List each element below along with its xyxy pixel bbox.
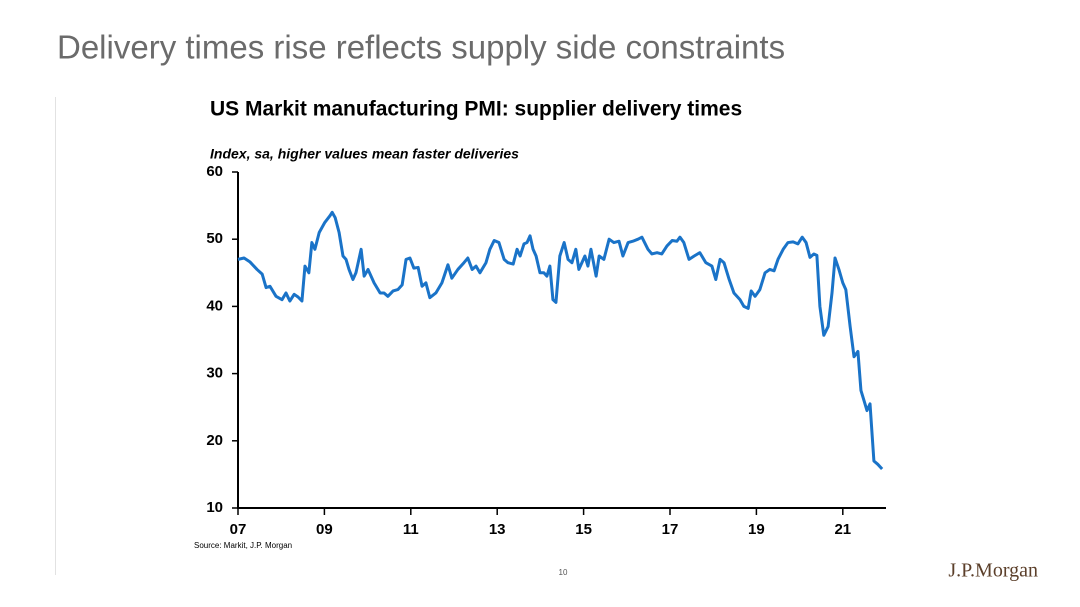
x-tick-label: 09 xyxy=(316,521,333,538)
y-tick-label: 10 xyxy=(206,499,223,516)
x-tick-label: 15 xyxy=(575,521,592,538)
x-tick-label: 11 xyxy=(403,521,419,538)
page-number: 10 xyxy=(559,568,568,577)
chart-subtitle: Index, sa, higher values mean faster del… xyxy=(210,146,519,162)
x-tick-label: 21 xyxy=(834,521,851,538)
x-tick-label: 19 xyxy=(748,521,765,538)
x-tick-label: 07 xyxy=(230,521,247,538)
data-line xyxy=(237,210,884,471)
y-tick-label: 60 xyxy=(206,163,223,180)
y-tick-label: 50 xyxy=(206,230,223,247)
y-tick-label: 40 xyxy=(206,297,223,314)
y-tick-label: 30 xyxy=(206,365,223,382)
logo: J.P.Morgan xyxy=(948,560,1038,582)
chart-title: US Markit manufacturing PMI: supplier de… xyxy=(210,98,742,121)
x-tick-label: 13 xyxy=(489,521,506,538)
y-tick-label: 20 xyxy=(206,432,223,449)
slide-title: Delivery times rise reflects supply side… xyxy=(57,29,785,66)
x-tick-label: 17 xyxy=(662,521,679,538)
source: Source: Markit, J.P. Morgan xyxy=(194,541,292,550)
